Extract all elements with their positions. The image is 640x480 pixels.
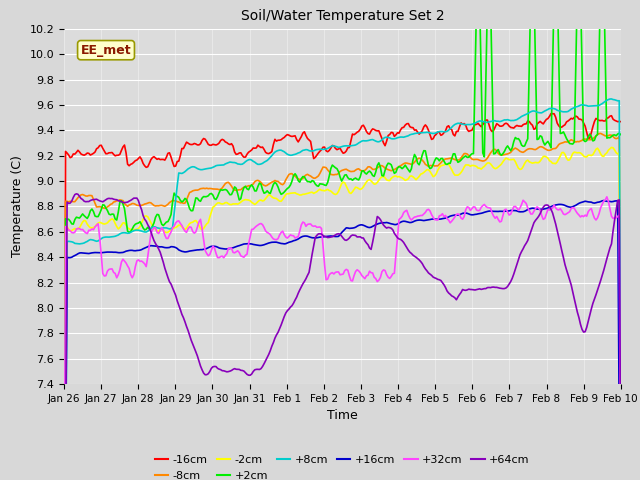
-8cm xyxy=(226,181,234,187)
Title: Soil/Water Temperature Set 2: Soil/Water Temperature Set 2 xyxy=(241,10,444,24)
+64cm xyxy=(305,269,313,275)
-2cm xyxy=(607,144,615,150)
+32cm xyxy=(303,222,311,228)
Y-axis label: Temperature (C): Temperature (C) xyxy=(11,156,24,257)
+16cm xyxy=(226,246,234,252)
-2cm xyxy=(586,152,594,158)
-8cm xyxy=(586,137,594,143)
-16cm xyxy=(547,111,555,117)
-16cm xyxy=(244,149,252,155)
+32cm xyxy=(254,222,262,228)
+64cm xyxy=(255,367,263,372)
-16cm xyxy=(129,161,136,167)
+32cm xyxy=(586,207,594,213)
+16cm xyxy=(254,242,262,248)
-8cm xyxy=(254,178,262,183)
+8cm xyxy=(226,159,234,165)
+16cm xyxy=(244,241,252,247)
Line: -2cm: -2cm xyxy=(64,147,621,480)
-8cm xyxy=(596,131,604,136)
-16cm xyxy=(617,119,625,124)
-8cm xyxy=(129,201,136,206)
-16cm xyxy=(226,142,234,147)
+2cm xyxy=(303,179,311,184)
+16cm xyxy=(586,199,594,205)
Legend: -16cm, -8cm, -2cm, +2cm, +8cm, +16cm, +32cm, +64cm: -16cm, -8cm, -2cm, +2cm, +8cm, +16cm, +3… xyxy=(150,451,534,480)
Text: EE_met: EE_met xyxy=(81,44,131,57)
Line: +16cm: +16cm xyxy=(64,201,621,480)
-2cm xyxy=(226,202,234,207)
+16cm xyxy=(600,198,607,204)
+2cm xyxy=(617,132,625,138)
Line: -8cm: -8cm xyxy=(64,133,621,480)
-2cm xyxy=(254,199,262,204)
-2cm xyxy=(244,197,252,203)
Line: +32cm: +32cm xyxy=(64,197,621,480)
-16cm xyxy=(254,142,262,148)
-16cm xyxy=(303,135,311,141)
X-axis label: Time: Time xyxy=(327,409,358,422)
+2cm xyxy=(254,184,262,190)
+64cm xyxy=(72,191,80,197)
+8cm xyxy=(586,103,594,109)
+64cm xyxy=(588,306,595,312)
Line: +8cm: +8cm xyxy=(64,99,621,480)
+16cm xyxy=(303,233,311,239)
+64cm xyxy=(246,372,254,378)
Line: -16cm: -16cm xyxy=(64,114,621,480)
+32cm xyxy=(603,194,611,200)
+2cm xyxy=(244,187,252,192)
+8cm xyxy=(129,228,136,234)
+2cm xyxy=(129,226,136,232)
+32cm xyxy=(226,245,234,251)
+8cm xyxy=(303,147,311,153)
+2cm xyxy=(586,131,594,137)
+32cm xyxy=(244,241,252,247)
+64cm xyxy=(130,195,138,201)
+2cm xyxy=(226,192,234,198)
-2cm xyxy=(303,191,311,196)
+8cm xyxy=(254,161,262,167)
Line: +2cm: +2cm xyxy=(64,0,621,480)
+64cm xyxy=(228,368,236,373)
+32cm xyxy=(129,275,136,281)
Line: +64cm: +64cm xyxy=(64,194,621,480)
+8cm xyxy=(607,96,615,102)
-8cm xyxy=(244,183,252,189)
-16cm xyxy=(588,130,595,135)
+8cm xyxy=(617,403,625,409)
+8cm xyxy=(244,157,252,163)
-8cm xyxy=(303,171,311,177)
+64cm xyxy=(617,477,625,480)
-2cm xyxy=(129,227,136,233)
+16cm xyxy=(129,248,136,253)
